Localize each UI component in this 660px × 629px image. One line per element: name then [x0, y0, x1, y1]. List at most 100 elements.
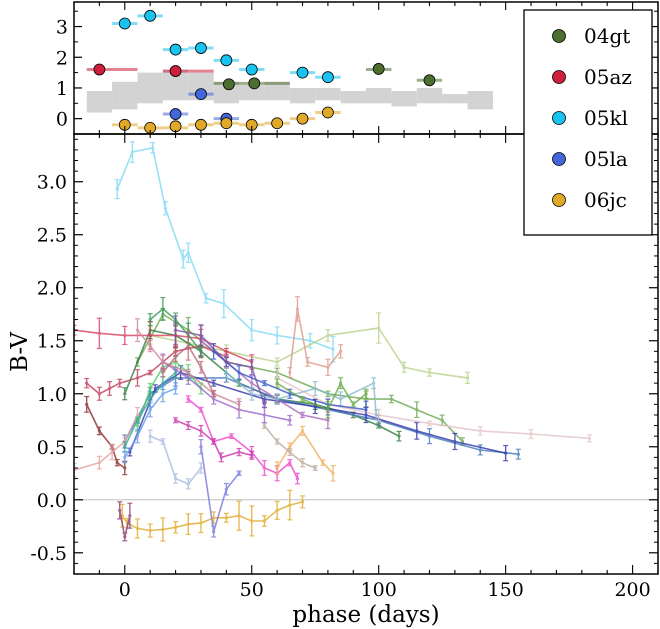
- data-point: [275, 360, 279, 364]
- data-point: [453, 439, 457, 444]
- data-point: [128, 514, 132, 518]
- top-point: [144, 9, 157, 22]
- data-point: [199, 466, 203, 470]
- data-point: [130, 150, 134, 154]
- data-point: [313, 386, 317, 391]
- top-series-05az: [86, 63, 214, 77]
- sn-curve: [223, 366, 379, 421]
- top-point: [169, 108, 182, 120]
- top-point: [322, 106, 334, 119]
- y-tick-label: -0.5: [30, 543, 67, 565]
- data-point: [351, 402, 355, 406]
- data-point: [115, 461, 119, 465]
- data-point: [173, 386, 178, 391]
- sn-curve: [134, 318, 242, 411]
- legend-label: 05az: [584, 65, 632, 89]
- data-point: [135, 328, 140, 332]
- data-point: [173, 418, 178, 422]
- data-point: [148, 528, 152, 533]
- top-y-tick-label: 0: [56, 109, 68, 131]
- sn-curve: [287, 296, 344, 379]
- x-tick-label: 50: [240, 579, 264, 601]
- top-point: [220, 117, 233, 130]
- data-point: [504, 451, 508, 455]
- data-point: [295, 476, 300, 481]
- data-point: [364, 408, 368, 412]
- x-tick-label: 0: [119, 579, 131, 601]
- data-point: [199, 333, 203, 338]
- sn-curve: [122, 382, 179, 464]
- y-tick-label: 3.0: [37, 172, 67, 194]
- data-point: [275, 333, 279, 338]
- data-point: [331, 347, 335, 351]
- top-point: [169, 43, 182, 56]
- data-point: [288, 503, 292, 507]
- sn-curve: [198, 439, 242, 538]
- data-point: [186, 376, 190, 380]
- spread-band-bar: [264, 81, 290, 101]
- sn-curve: [119, 489, 306, 542]
- main-plot-area: [74, 141, 658, 542]
- data-point: [224, 349, 228, 353]
- sn-curve: [117, 501, 133, 542]
- data-point: [118, 508, 122, 512]
- sn-curve: [160, 331, 217, 398]
- top-point: [372, 63, 385, 75]
- data-point: [339, 397, 343, 401]
- y-tick-label: 1.5: [37, 331, 67, 353]
- data-point: [288, 418, 292, 422]
- data-point: [186, 482, 190, 486]
- data-point: [427, 421, 432, 426]
- main-panel: -0.5 0.0 0.5 1.0 1.5 2.0 2.5 3.0 0 50 100 150 200: [30, 133, 659, 601]
- data-point: [300, 429, 305, 433]
- spread-band-bar: [442, 94, 468, 104]
- data-point: [237, 402, 241, 406]
- legend: 04gt 05az 05kl 05la 06jc: [523, 9, 653, 236]
- top-point: [222, 78, 235, 91]
- data-point: [97, 429, 101, 433]
- spread-band-bar: [315, 87, 341, 101]
- legend-item-05az: 05az: [552, 65, 632, 89]
- data-point: [212, 397, 216, 401]
- top-point: [322, 71, 334, 84]
- y-tick-label: 0.5: [37, 437, 67, 459]
- data-point: [295, 307, 300, 311]
- data-point: [331, 471, 335, 475]
- data-point: [148, 333, 152, 338]
- data-point: [212, 516, 216, 520]
- data-point: [110, 450, 114, 454]
- data-point: [224, 360, 228, 364]
- legend-item-06jc: 06jc: [552, 188, 627, 212]
- data-point: [250, 381, 254, 385]
- top-point: [248, 77, 261, 90]
- data-point: [321, 461, 325, 465]
- data-point: [262, 466, 267, 470]
- legend-item-04gt: 04gt: [552, 24, 630, 48]
- sn-curve-line: [116, 146, 334, 350]
- top-point: [296, 112, 309, 125]
- legend-item-05la: 05la: [552, 147, 628, 171]
- data-point: [186, 344, 190, 348]
- data-point: [186, 251, 190, 255]
- data-point: [326, 408, 330, 412]
- data-point: [288, 392, 292, 396]
- spread-band-bar: [289, 87, 316, 104]
- data-point: [161, 439, 165, 444]
- data-point: [262, 381, 267, 385]
- data-point: [107, 386, 112, 391]
- data-point: [173, 355, 178, 359]
- data-point: [148, 386, 152, 391]
- y-tick-label: 0.0: [37, 490, 67, 512]
- data-point: [186, 423, 190, 428]
- data-point: [300, 500, 305, 504]
- data-point: [250, 519, 254, 523]
- data-point: [250, 392, 254, 396]
- legend-label: 04gt: [584, 24, 630, 48]
- data-point: [288, 450, 292, 454]
- data-point: [397, 434, 401, 438]
- data-point: [148, 408, 152, 412]
- spread-band-bar: [366, 87, 392, 104]
- data-point: [173, 476, 178, 481]
- top-point: [195, 88, 207, 100]
- data-point: [288, 461, 292, 465]
